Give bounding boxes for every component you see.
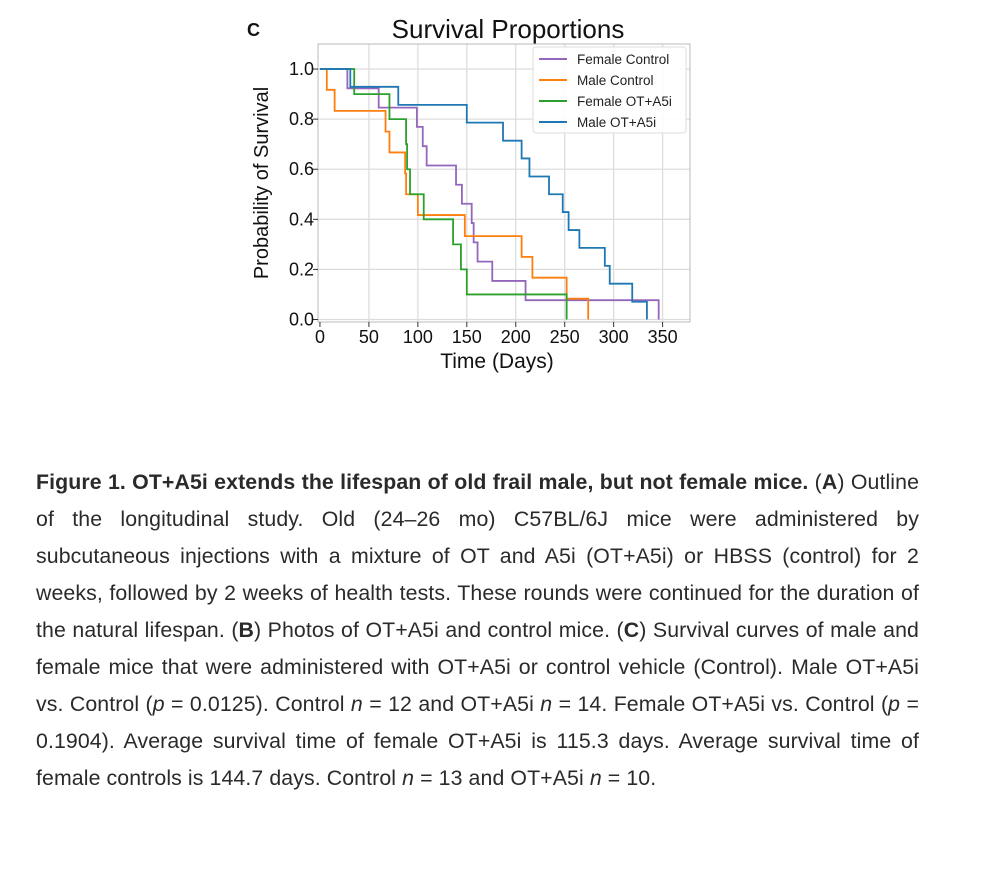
x-tick-label: 50 bbox=[359, 327, 379, 347]
x-tick-label: 250 bbox=[550, 327, 580, 347]
x-tick-label: 100 bbox=[403, 327, 433, 347]
caption-text: = 0.0125). Control bbox=[164, 692, 351, 716]
y-tick-label: 0.4 bbox=[289, 209, 314, 229]
caption-bold-text: B bbox=[238, 618, 255, 642]
legend-box bbox=[532, 46, 687, 134]
caption-text: ( bbox=[808, 470, 822, 494]
caption-text: ) Photos of OT+A5i and control mice. ( bbox=[254, 618, 624, 642]
caption-text: = 12 and OT+A5i bbox=[362, 692, 541, 716]
chart-title: Survival Proportions bbox=[392, 14, 625, 44]
series-group bbox=[319, 68, 660, 320]
caption-text: = 13 and OT+A5i bbox=[414, 766, 590, 790]
caption-text: = 0.1904). Average survival time of fema… bbox=[36, 692, 919, 790]
series-line-male-ot-a5i bbox=[319, 68, 648, 320]
legend-label: Male Control bbox=[577, 73, 654, 88]
panel-label: C bbox=[247, 20, 260, 40]
survival-figure: C Survival Proportions Probability of Su… bbox=[247, 14, 691, 373]
legend-label: Female Control bbox=[577, 52, 669, 67]
caption-italic-text: n bbox=[540, 692, 553, 716]
series-line-female-control bbox=[319, 68, 660, 320]
x-tick-label: 350 bbox=[648, 327, 678, 347]
x-tick-label: 150 bbox=[452, 327, 482, 347]
x-tick-label: 300 bbox=[599, 327, 629, 347]
legend-label: Female OT+A5i bbox=[577, 94, 672, 109]
series-line-female-ot-a5i bbox=[319, 68, 568, 320]
caption-italic-text: n bbox=[350, 692, 363, 716]
caption-italic-text: p bbox=[888, 692, 901, 716]
caption-italic-text: p bbox=[152, 692, 165, 716]
caption-text: ) Survival curves of male and female mic… bbox=[36, 618, 919, 716]
series-line-male-control bbox=[319, 68, 590, 320]
x-tick-label: 200 bbox=[501, 327, 531, 347]
plot-frame bbox=[317, 43, 691, 323]
caption-bold-text: A bbox=[821, 470, 838, 494]
y-tick-label: 0.0 bbox=[289, 309, 314, 329]
caption-italic-text: n bbox=[402, 766, 415, 790]
caption-text: = 10. bbox=[601, 766, 657, 790]
ticks: 0 50 100 150 200 250 300 350 0.0 0.2 0.4 0.6 0.8 1.0 bbox=[289, 59, 678, 347]
legend: Female Control Male Control Female OT+A5i M… bbox=[532, 46, 687, 134]
figure-caption: Figure 1. OT+A5i extends the lifespan of… bbox=[36, 464, 919, 797]
y-axis-label: Probability of Survival bbox=[251, 87, 273, 279]
y-tick-label: 0.8 bbox=[289, 109, 314, 129]
x-axis-label: Time (Days) bbox=[440, 350, 554, 373]
caption-bold-text: C bbox=[623, 618, 640, 642]
y-tick-label: 1.0 bbox=[289, 59, 314, 79]
legend-label: Male OT+A5i bbox=[577, 115, 656, 130]
caption-text: ) Outline of the longitudinal study. Old… bbox=[36, 470, 920, 642]
y-tick-label: 0.2 bbox=[289, 259, 314, 279]
y-tick-label: 0.6 bbox=[289, 159, 314, 179]
caption-text: = 14. Female OT+A5i vs. Control ( bbox=[552, 692, 889, 716]
x-tick-label: 0 bbox=[315, 327, 325, 347]
caption-bold-text: Figure 1. OT+A5i extends the lifespan of… bbox=[36, 470, 809, 494]
caption-italic-text: n bbox=[589, 766, 602, 790]
